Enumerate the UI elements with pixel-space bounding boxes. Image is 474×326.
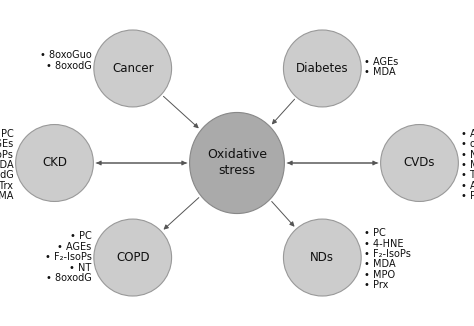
Text: • PC: • PC bbox=[364, 228, 385, 238]
Text: CKD: CKD bbox=[42, 156, 67, 170]
Text: • F₂-IsoPs: • F₂-IsoPs bbox=[0, 150, 13, 159]
Ellipse shape bbox=[94, 219, 172, 296]
Text: • NT: • NT bbox=[69, 263, 91, 273]
Text: Cancer: Cancer bbox=[112, 62, 154, 75]
Text: • AGEs: • AGEs bbox=[461, 129, 474, 139]
Text: • Prx: • Prx bbox=[364, 280, 388, 290]
Text: • PC: • PC bbox=[70, 231, 91, 241]
Text: • Trx: • Trx bbox=[461, 170, 474, 180]
Text: • MPO: • MPO bbox=[461, 160, 474, 170]
Text: NDs: NDs bbox=[310, 251, 334, 264]
Text: • AGEs: • AGEs bbox=[57, 242, 91, 252]
Ellipse shape bbox=[94, 30, 172, 107]
Text: • Trx: • Trx bbox=[0, 181, 13, 191]
Text: • 8oxodG: • 8oxodG bbox=[46, 273, 91, 283]
Text: • oxLDL: • oxLDL bbox=[461, 139, 474, 149]
Text: • 4-HNE: • 4-HNE bbox=[364, 239, 403, 248]
Text: • MDA: • MDA bbox=[364, 67, 395, 77]
Text: • ADMA: • ADMA bbox=[0, 191, 13, 201]
Text: • MDA: • MDA bbox=[0, 160, 13, 170]
Text: • MPO: • MPO bbox=[364, 270, 395, 280]
Text: • 8oxodG: • 8oxodG bbox=[46, 61, 91, 71]
Text: • PC: • PC bbox=[0, 129, 13, 139]
Text: • AGEs: • AGEs bbox=[0, 139, 13, 149]
Ellipse shape bbox=[190, 112, 284, 214]
Text: Diabetes: Diabetes bbox=[296, 62, 349, 75]
Text: • 8oxoGuo: • 8oxoGuo bbox=[40, 51, 91, 60]
Text: COPD: COPD bbox=[116, 251, 149, 264]
Text: • 8oxodG: • 8oxodG bbox=[0, 170, 13, 180]
Ellipse shape bbox=[283, 219, 361, 296]
Text: CVDs: CVDs bbox=[404, 156, 435, 170]
Text: • ADMA: • ADMA bbox=[461, 181, 474, 191]
Text: • F₂-IsoPs: • F₂-IsoPs bbox=[364, 249, 410, 259]
Ellipse shape bbox=[381, 125, 458, 201]
Text: • F₂-IsoPs: • F₂-IsoPs bbox=[45, 252, 91, 262]
Ellipse shape bbox=[16, 125, 93, 201]
Text: • MDA: • MDA bbox=[364, 259, 395, 269]
Ellipse shape bbox=[283, 30, 361, 107]
Text: Oxidative
stress: Oxidative stress bbox=[207, 149, 267, 177]
Text: • P-VASP: • P-VASP bbox=[461, 191, 474, 201]
Text: • NT: • NT bbox=[461, 150, 474, 159]
Text: • AGEs: • AGEs bbox=[364, 57, 398, 67]
